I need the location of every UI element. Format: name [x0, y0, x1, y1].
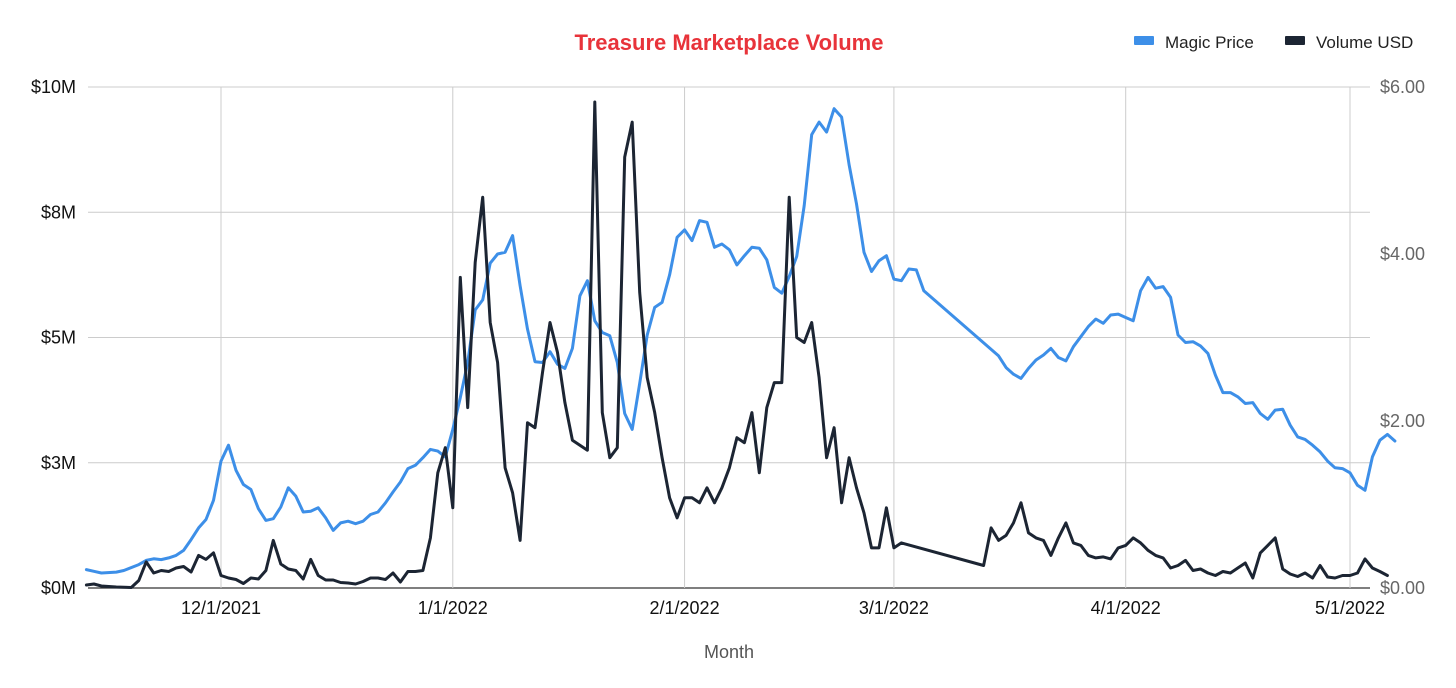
right-y-tick-label: $2.00 — [1380, 411, 1425, 431]
chart-legend: Magic Price Volume USD — [1134, 33, 1413, 52]
left-y-tick-label: $0M — [41, 578, 76, 598]
right-y-tick-label: $6.00 — [1380, 77, 1425, 97]
x-tick-label: 3/1/2022 — [859, 598, 929, 618]
legend-swatch — [1134, 36, 1154, 45]
left-y-axis: $0M $3M $5M $8M $10M — [31, 77, 76, 598]
left-y-tick-label: $5M — [41, 328, 76, 348]
right-y-axis: $0.00 $2.00 $4.00 $6.00 — [1380, 77, 1425, 598]
vertical-gridlines — [220, 87, 1351, 588]
left-y-tick-label: $3M — [41, 453, 76, 473]
chart-title: Treasure Marketplace Volume — [575, 30, 884, 55]
right-y-tick-label: $4.00 — [1380, 244, 1425, 264]
x-tick-label: 5/1/2022 — [1315, 598, 1385, 618]
series-line-magic-price — [84, 107, 1397, 575]
x-tick-label: 4/1/2022 — [1091, 598, 1161, 618]
left-y-tick-label: $10M — [31, 77, 76, 97]
series-line-volume-usd — [84, 100, 1389, 589]
legend-label: Magic Price — [1165, 33, 1254, 52]
x-tick-label: 12/1/2021 — [181, 598, 261, 618]
legend-label: Volume USD — [1316, 33, 1413, 52]
x-axis-title: Month — [704, 642, 754, 662]
x-tick-label: 2/1/2022 — [650, 598, 720, 618]
legend-swatch — [1285, 36, 1305, 45]
right-y-tick-label: $0.00 — [1380, 578, 1425, 598]
series-lines — [84, 100, 1397, 589]
x-tick-label: 1/1/2022 — [418, 598, 488, 618]
horizontal-gridlines — [88, 86, 1370, 589]
left-y-tick-label: $8M — [41, 202, 76, 222]
x-axis: 12/1/2021 1/1/2022 2/1/2022 3/1/2022 4/1/202… — [181, 598, 1385, 618]
